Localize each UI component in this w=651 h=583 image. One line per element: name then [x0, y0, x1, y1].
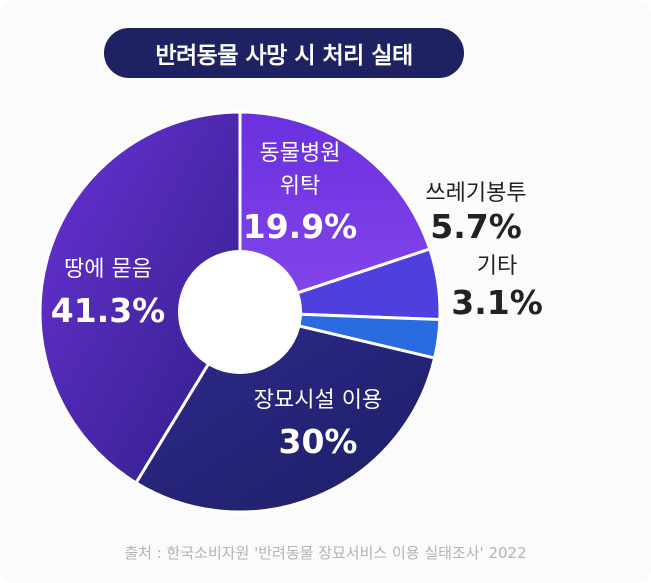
- slice-label-1-line-1: 동물병원: [260, 141, 341, 166]
- slice-label-1-line-2: 위탁: [280, 174, 320, 199]
- slice-value-1: 19.9%: [243, 207, 358, 246]
- slice-value-3: 3.1%: [451, 283, 543, 322]
- pie-slice-1: [238, 110, 432, 315]
- slice-label-5-line-1: 땅에 묻음: [64, 257, 152, 282]
- slice-label-3-line-1: 기타: [477, 254, 517, 279]
- slice-label-2-line-1: 쓰레기봉투: [425, 181, 526, 206]
- slice-value-4: 30%: [279, 422, 358, 461]
- chart-title: 반려동물 사망 시 처리 실태: [104, 28, 464, 78]
- slice-label-4-line-1: 장묘시설 이용: [254, 388, 382, 413]
- source-note: 출처 : 한국소비자원 '반려동물 장묘서비스 이용 실태조사' 2022: [124, 544, 527, 562]
- donut-hole: [178, 250, 302, 374]
- slice-value-5: 41.3%: [51, 291, 166, 330]
- pie-slice-5: [38, 110, 242, 485]
- slice-value-2: 5.7%: [430, 207, 522, 246]
